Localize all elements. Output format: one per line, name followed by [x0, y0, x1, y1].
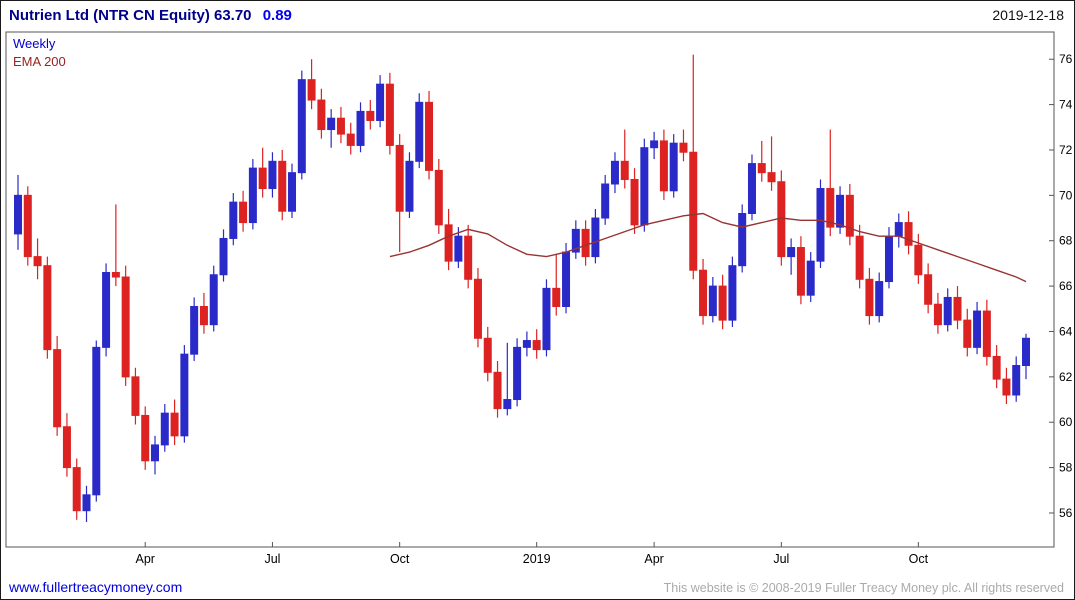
- svg-text:Jul: Jul: [773, 552, 789, 566]
- svg-text:Apr: Apr: [644, 552, 663, 566]
- svg-text:64: 64: [1059, 324, 1073, 338]
- price-change: 0.89: [262, 7, 292, 24]
- svg-text:58: 58: [1059, 461, 1073, 475]
- chart-area: 56 58 60 62 64 66 68 70 72 74 76 Apr Jul Oct 2019 Apr Ju…: [1, 30, 1074, 578]
- svg-text:66: 66: [1059, 279, 1073, 293]
- svg-text:Oct: Oct: [909, 552, 929, 566]
- copyright-text: This website is © 2008-2019 Fuller Treac…: [663, 581, 1064, 595]
- fullertreacymoney-link[interactable]: www.fullertreacymoney.com: [9, 579, 183, 595]
- svg-text:72: 72: [1059, 143, 1073, 157]
- svg-text:62: 62: [1059, 370, 1073, 384]
- instrument-name-and-price: Nutrien Ltd (NTR CN Equity) 63.70: [9, 7, 252, 24]
- svg-text:70: 70: [1059, 188, 1073, 202]
- svg-text:74: 74: [1059, 98, 1073, 112]
- chart-header: Nutrien Ltd (NTR CN Equity) 63.70 0.89 2…: [1, 1, 1074, 30]
- candlestick-chart-canvas: 56 58 60 62 64 66 68 70 72 74 76 Apr Jul Oct 2019 Apr Ju…: [5, 31, 1073, 566]
- svg-text:Jul: Jul: [264, 552, 280, 566]
- page-footer: www.fullertreacymoney.com This website i…: [1, 577, 1074, 599]
- legend-timeframe: Weekly: [13, 36, 56, 51]
- svg-text:68: 68: [1059, 234, 1073, 248]
- svg-text:60: 60: [1059, 415, 1073, 429]
- svg-text:76: 76: [1059, 52, 1073, 66]
- svg-text:56: 56: [1059, 506, 1073, 520]
- instrument-title: Nutrien Ltd (NTR CN Equity) 63.70 0.89: [9, 7, 292, 24]
- chart-legend: Weekly EMA 200: [13, 35, 66, 71]
- svg-text:2019: 2019: [523, 552, 551, 566]
- legend-ema-200: EMA 200: [13, 54, 66, 69]
- svg-text:Oct: Oct: [390, 552, 410, 566]
- svg-text:Apr: Apr: [135, 552, 154, 566]
- chart-date: 2019-12-18: [992, 7, 1064, 23]
